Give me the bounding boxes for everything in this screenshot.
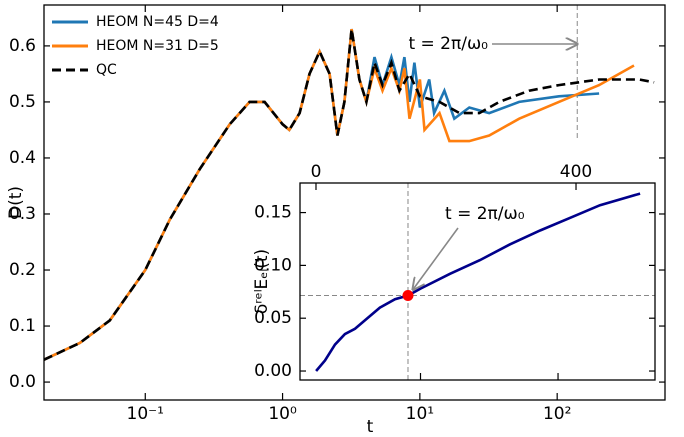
y-tick-label: 0.2 <box>9 260 36 280</box>
y-axis-label: D(t) <box>6 186 26 219</box>
annotation-arrow <box>413 227 459 289</box>
y-tick-label: 0.6 <box>9 36 36 56</box>
x-tick-label: 10¹ <box>406 404 434 424</box>
x-tick-label: 10⁻¹ <box>127 404 164 424</box>
x-tick-label: 10⁰ <box>268 404 297 424</box>
y-tick-label: 0.10 <box>254 255 292 275</box>
annotation: t = 2π/ω₀ <box>408 34 488 54</box>
inset-background <box>300 183 655 380</box>
y-tick-label: 0.5 <box>9 92 36 112</box>
y-tick-label: 0.1 <box>9 316 36 336</box>
plot-frame <box>299 182 656 381</box>
legend-label: HEOM N=31 D=5 <box>96 38 219 54</box>
x-tick-label: 10² <box>543 404 571 424</box>
x2-tick-label: 400 <box>560 162 592 182</box>
legend-label: QC <box>96 62 117 78</box>
legend-label: HEOM N=45 D=4 <box>96 14 219 30</box>
y-tick-label: 0.4 <box>9 148 36 168</box>
annotation: t = 2π/ω₀ <box>445 204 525 224</box>
y-tick-label: 0.00 <box>254 361 292 381</box>
plot-frame <box>43 4 666 401</box>
x-axis-label: t <box>367 417 374 437</box>
y-axis-label: δʳᵉˡEₑₗ(t) <box>252 249 272 314</box>
y-tick-label: 0.0 <box>9 372 36 392</box>
y-tick-label: 0.05 <box>254 308 292 328</box>
x2-tick-label: 0 <box>311 162 322 182</box>
highlight-point <box>402 289 414 301</box>
y-tick-label: 0.15 <box>254 203 292 223</box>
y-tick-label: 0.3 <box>9 204 36 224</box>
